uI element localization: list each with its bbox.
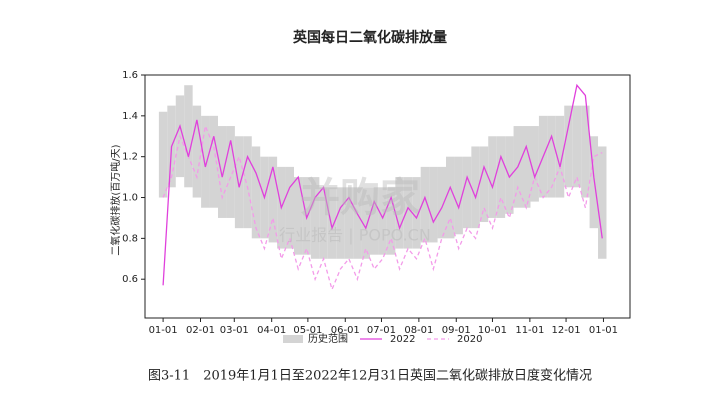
- range-band: [243, 136, 252, 229]
- y-tick-label: 1.6: [122, 70, 138, 81]
- range-band: [327, 187, 337, 259]
- range-band: [454, 156, 463, 235]
- x-tick-label: 03-01: [220, 325, 249, 336]
- x-tick-label: 04-01: [257, 325, 286, 336]
- watermark: 行业报告 | POPO.CN: [279, 226, 431, 245]
- x-tick-label: 08-01: [404, 325, 433, 336]
- range-band: [217, 126, 227, 218]
- range-band: [530, 126, 539, 202]
- y-tick-label: 1.2: [122, 152, 138, 163]
- range-band: [184, 85, 193, 188]
- legend-label: 历史范围: [308, 332, 348, 345]
- range-band: [158, 111, 168, 198]
- caption: 图3-11 2019年1月1日至2022年12月31日英国二氧化碳排放日度变化情…: [148, 368, 592, 384]
- legend-label: 2020: [457, 334, 482, 345]
- range-band: [598, 146, 607, 259]
- range-band: [547, 115, 556, 198]
- chart-title: 英国每日二氧化碳排放量: [292, 29, 447, 46]
- range-band: [234, 136, 244, 229]
- x-tick-label: 12-01: [552, 325, 581, 336]
- range-band: [446, 156, 455, 239]
- watermark: 并购家: [300, 175, 420, 221]
- range-band: [361, 187, 371, 259]
- series-line: [162, 83, 603, 286]
- range-band: [293, 177, 303, 255]
- legend-label: 2022: [390, 334, 415, 345]
- x-tick-label: 01-01: [149, 325, 178, 336]
- range-band: [581, 105, 590, 198]
- range-band: [251, 146, 261, 239]
- x-tick-label: 02-01: [186, 325, 215, 336]
- range-band: [319, 187, 328, 259]
- range-band: [395, 177, 404, 249]
- range-band: [209, 115, 218, 208]
- range-band: [488, 136, 497, 218]
- y-tick-label: 1.4: [122, 111, 138, 122]
- range-band: [226, 126, 235, 218]
- x-tick-label: 05-01: [293, 325, 322, 336]
- y-tick-label: 1.0: [122, 193, 138, 204]
- range-band: [437, 166, 447, 239]
- x-tick-label: 09-01: [442, 325, 471, 336]
- range-band: [370, 187, 379, 255]
- range-band: [201, 115, 210, 208]
- y-axis-label: 二氧化碳排放(百万吨/天): [109, 144, 122, 255]
- range-band: [285, 166, 294, 249]
- y-tick-label: 0.8: [122, 233, 138, 244]
- range-band: [572, 105, 582, 188]
- range-band: [589, 136, 599, 229]
- x-tick-label: 10-01: [478, 325, 507, 336]
- range-band: [555, 115, 565, 198]
- range-band: [403, 177, 413, 249]
- range-band: [522, 126, 531, 208]
- range-band: [564, 105, 573, 188]
- legend-swatch: [283, 335, 303, 343]
- range-band: [353, 187, 362, 259]
- range-band: [412, 177, 421, 249]
- y-tick-label: 0.6: [122, 274, 138, 285]
- x-tick-label: 11-01: [515, 325, 544, 336]
- x-tick-label: 01-01: [589, 325, 618, 336]
- range-band: [496, 136, 506, 218]
- range-band: [336, 187, 345, 259]
- x-tick-label: 07-01: [367, 325, 396, 336]
- series-line: [162, 123, 603, 292]
- range-band: [268, 156, 278, 243]
- plot-frame: [144, 74, 631, 319]
- range-band: [378, 187, 387, 255]
- x-tick-label: 06-01: [331, 325, 360, 336]
- range-band: [462, 156, 472, 229]
- range-band: [386, 187, 396, 255]
- range-band: [479, 146, 489, 223]
- range-band: [192, 105, 202, 198]
- range-band: [310, 177, 320, 259]
- range-band: [429, 166, 438, 243]
- range-band: [344, 187, 354, 259]
- range-band: [505, 136, 514, 214]
- range-band: [420, 166, 430, 243]
- range-band: [471, 146, 480, 229]
